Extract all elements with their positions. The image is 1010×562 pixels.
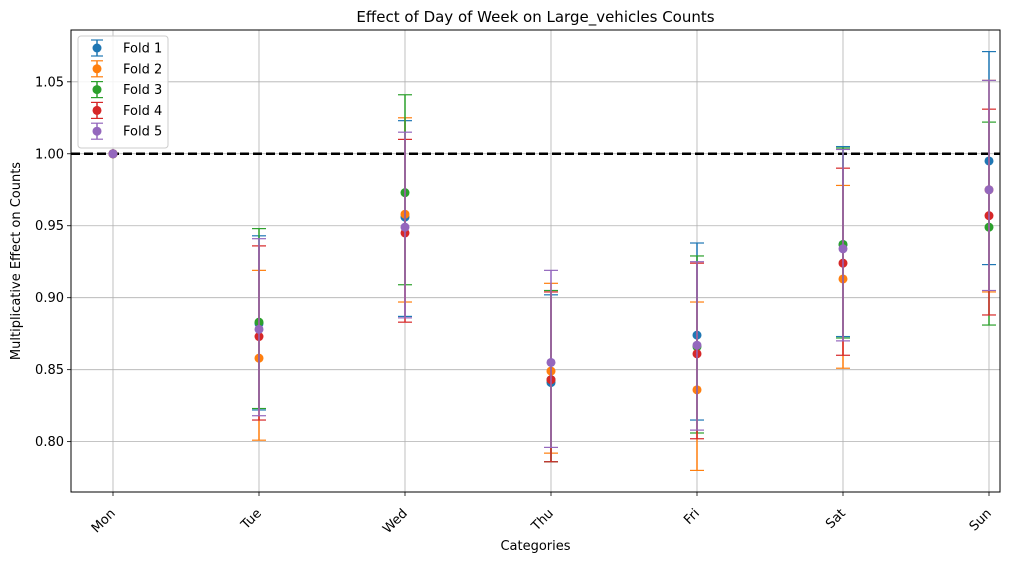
data-point (984, 185, 994, 195)
legend-label: Fold 5 (123, 125, 162, 140)
data-point (400, 222, 410, 232)
data-point (254, 324, 264, 334)
legend-frame (77, 35, 169, 149)
y-tick-label: 0.80 (35, 435, 64, 450)
legend-item: Fold 2 (91, 60, 162, 78)
legend-label: Fold 1 (123, 42, 162, 57)
data-point (546, 357, 556, 367)
series-5 (108, 79, 996, 448)
y-tick-label: 1.00 (35, 147, 64, 162)
legend-label: Fold 4 (123, 104, 162, 119)
legend: Fold 1 Fold 2 Fold 3 Fold 4 Fold 5 (77, 35, 169, 149)
y-tick-label: 0.95 (35, 219, 64, 234)
y-tick-label: 0.85 (35, 363, 64, 378)
chart-title: Effect of Day of Week on Large_vehicles … (356, 8, 714, 27)
plot-frame (70, 29, 1001, 493)
legend-item: Fold 4 (91, 101, 162, 120)
legend-label: Fold 3 (123, 83, 162, 98)
legend-marker (92, 64, 102, 74)
x-axis-title: Categories (500, 539, 570, 554)
legend-marker (92, 126, 102, 136)
legend-marker (92, 43, 102, 53)
data-point (108, 149, 118, 159)
legend-marker (92, 85, 102, 95)
y-tick-label: 1.05 (35, 75, 64, 90)
y-axis-title: Multiplicative Effect on Counts (9, 162, 24, 360)
legend-marker (92, 105, 102, 115)
legend-item: Fold 5 (91, 122, 162, 140)
y-tick-label: 0.90 (35, 291, 64, 306)
legend-item: Fold 1 (91, 39, 162, 57)
data-point (692, 340, 702, 350)
legend-item: Fold 3 (91, 80, 162, 99)
data-point (838, 244, 848, 254)
data-layer (108, 50, 996, 472)
legend-label: Fold 2 (123, 62, 162, 77)
